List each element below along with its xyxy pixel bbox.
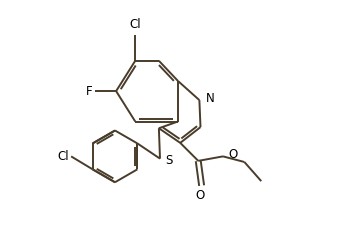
Text: F: F [86,85,93,98]
Text: O: O [196,189,205,202]
Text: Cl: Cl [130,18,141,32]
Text: Cl: Cl [58,150,69,163]
Text: S: S [165,154,172,167]
Text: N: N [206,92,214,106]
Text: O: O [228,148,237,161]
